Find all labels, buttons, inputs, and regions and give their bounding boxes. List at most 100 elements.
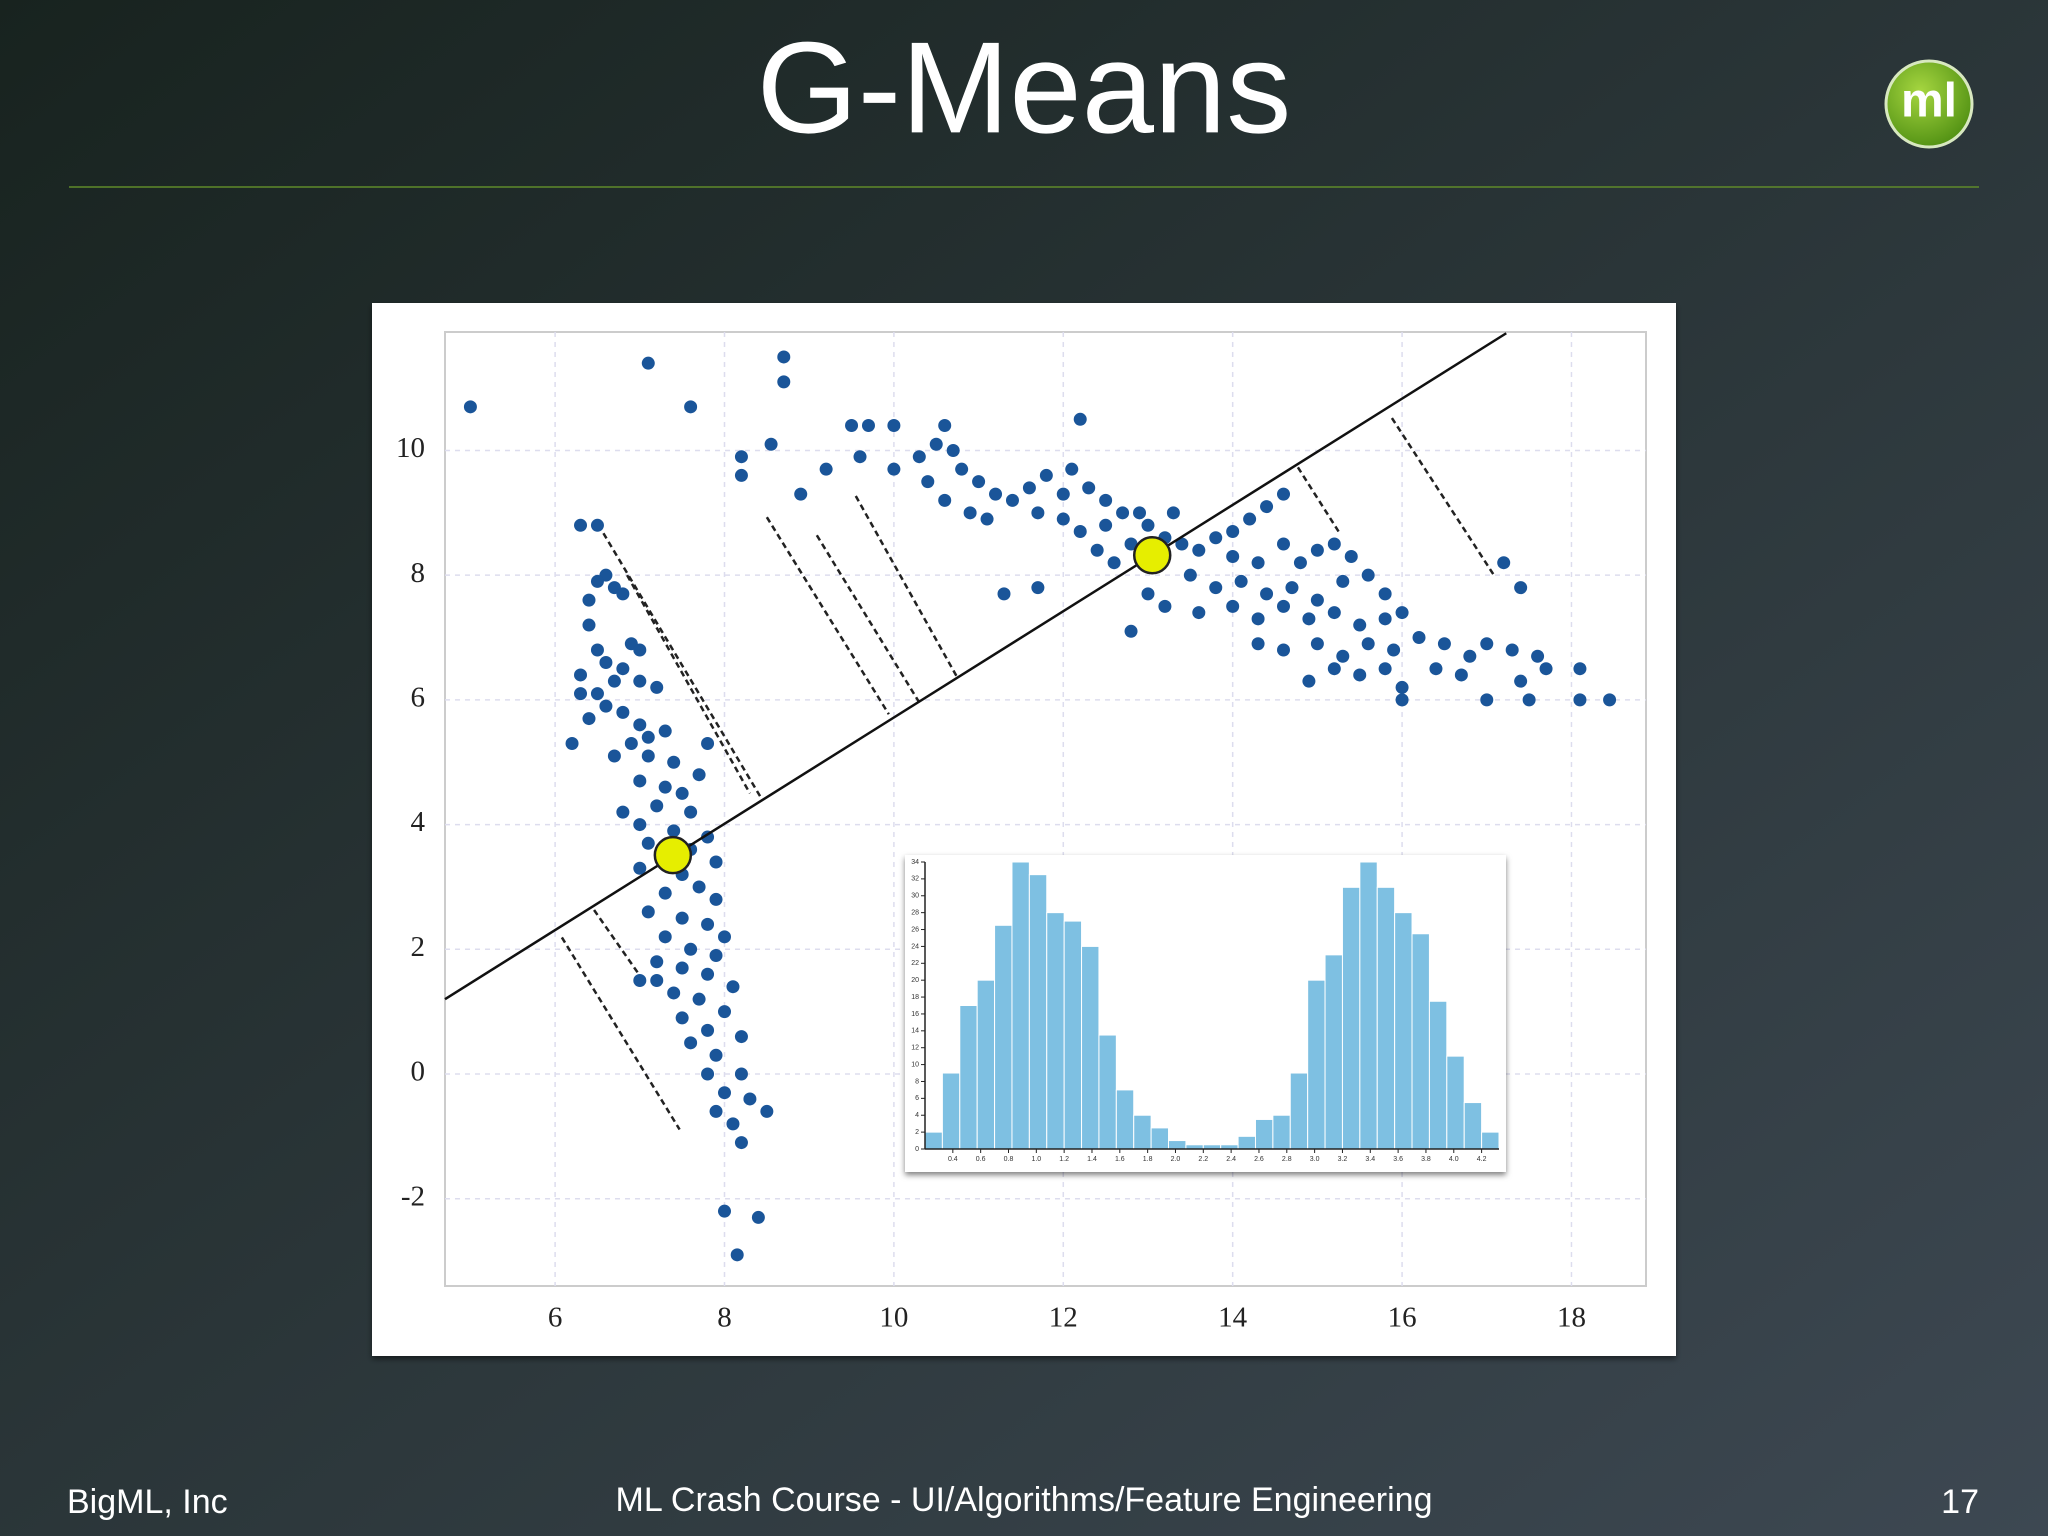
- data-point: [709, 949, 723, 963]
- data-point: [1353, 618, 1367, 632]
- bar: [1028, 874, 1048, 1150]
- y-tick-label: 10: [911, 1061, 919, 1068]
- data-point: [963, 506, 977, 520]
- bar: [1237, 1135, 1256, 1150]
- data-point: [1124, 537, 1138, 551]
- data-point: [574, 518, 588, 532]
- data-point: [1514, 581, 1528, 595]
- data-point: [1395, 680, 1409, 694]
- data-point: [777, 375, 791, 389]
- bar: [1254, 1118, 1274, 1150]
- data-point: [989, 487, 1003, 501]
- data-point: [574, 687, 588, 701]
- data-point: [1209, 531, 1223, 545]
- y-tick-label: 4: [915, 1112, 919, 1119]
- data-point: [633, 643, 647, 657]
- y-tick-label: 16: [911, 1011, 919, 1018]
- data-point: [1133, 506, 1147, 520]
- data-point: [1166, 506, 1180, 520]
- data-point: [1141, 518, 1155, 532]
- data-point: [794, 487, 808, 501]
- x-tick-label: 2.4: [1226, 1156, 1236, 1163]
- data-point: [1099, 493, 1113, 507]
- data-point: [1031, 581, 1045, 595]
- logo: [1884, 59, 1974, 149]
- x-tick-label: 3.8: [1421, 1156, 1431, 1163]
- data-point: [1429, 662, 1443, 676]
- data-point: [997, 587, 1011, 601]
- data-point: [590, 643, 604, 657]
- data-point: [1573, 693, 1587, 707]
- y-tick-label: 0: [411, 1056, 426, 1088]
- x-tick-label: 2.0: [1171, 1156, 1181, 1163]
- y-tick-label: 34: [911, 859, 919, 866]
- y-tick-label: 12: [911, 1045, 919, 1052]
- data-point: [1395, 693, 1409, 707]
- data-point: [1361, 568, 1375, 582]
- x-tick-label: 1.0: [1031, 1156, 1041, 1163]
- bar: [1081, 945, 1100, 1150]
- data-point: [1336, 574, 1350, 588]
- data-point: [1327, 662, 1341, 676]
- x-tick-label: 2.2: [1198, 1156, 1208, 1163]
- projection-line: [765, 516, 890, 715]
- data-point: [692, 992, 706, 1006]
- data-point: [1310, 637, 1324, 651]
- bar: [1307, 979, 1326, 1150]
- y-tick-label: 24: [911, 943, 919, 950]
- data-point: [1276, 643, 1290, 657]
- data-point: [658, 780, 672, 794]
- x-tick-label: 8: [717, 1302, 732, 1334]
- data-point: [1353, 668, 1367, 682]
- x-tick-label: 18: [1557, 1302, 1586, 1334]
- data-point: [1183, 568, 1197, 582]
- y-tick-label: 32: [911, 876, 919, 883]
- data-point: [1480, 637, 1494, 651]
- plot-frame: [444, 331, 1647, 1287]
- data-point: [1378, 587, 1392, 601]
- data-point: [582, 593, 596, 607]
- data-point: [743, 1092, 757, 1106]
- data-point: [717, 930, 731, 944]
- chart-panel: [372, 303, 1676, 1356]
- x-tick-label: 14: [1218, 1302, 1248, 1334]
- data-point: [1065, 462, 1079, 476]
- data-point: [1251, 556, 1265, 570]
- data-point: [1412, 631, 1426, 645]
- data-point: [1522, 693, 1536, 707]
- bar: [1324, 954, 1343, 1150]
- data-point: [633, 973, 647, 987]
- x-tick-label: 3.6: [1393, 1156, 1403, 1163]
- data-point: [751, 1210, 765, 1224]
- y-tick-label: 6: [411, 682, 426, 714]
- bar: [1289, 1072, 1309, 1150]
- data-point: [616, 705, 630, 719]
- bar: [1341, 886, 1361, 1150]
- y-tick-label: 26: [911, 926, 919, 933]
- data-point: [463, 400, 477, 414]
- bar: [1411, 933, 1430, 1150]
- data-point: [1226, 549, 1240, 563]
- data-point: [1531, 649, 1545, 663]
- x-tick-label: 10: [879, 1302, 908, 1334]
- data-point: [887, 419, 901, 433]
- data-point: [650, 973, 664, 987]
- bar: [994, 924, 1013, 1150]
- data-point: [1056, 487, 1070, 501]
- data-point: [1361, 637, 1375, 651]
- data-point: [734, 1067, 748, 1081]
- data-point: [582, 712, 596, 726]
- data-point: [692, 768, 706, 782]
- data-point: [929, 437, 943, 451]
- data-point: [1285, 581, 1299, 595]
- bar: [1376, 886, 1396, 1150]
- x-tick-label: 6: [548, 1302, 563, 1334]
- data-point: [938, 419, 952, 433]
- y-tick-label: 2: [915, 1129, 919, 1136]
- data-point: [972, 475, 986, 489]
- data-point: [819, 462, 833, 476]
- data-point: [760, 1104, 774, 1118]
- data-point: [607, 674, 621, 688]
